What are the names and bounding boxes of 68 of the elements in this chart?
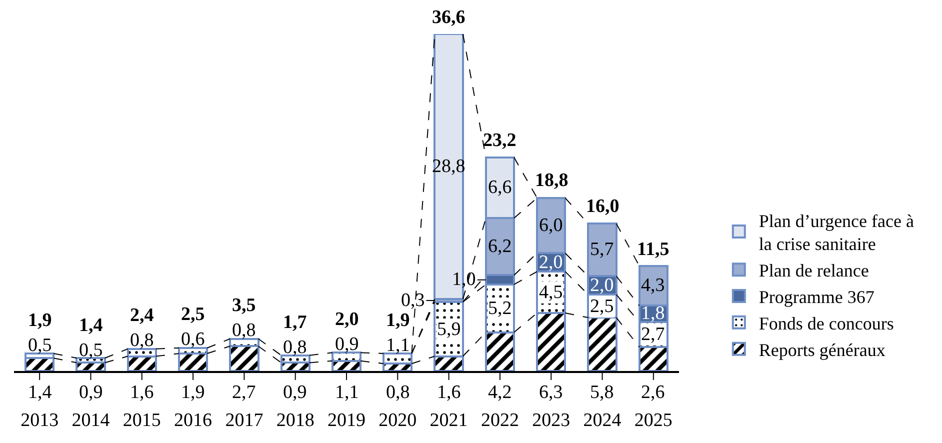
total-label: 23,2 <box>483 130 516 151</box>
x-tick-label: 2021 <box>430 410 468 431</box>
data-label: 0,9 <box>283 382 307 403</box>
data-label: 2,0 <box>539 252 563 273</box>
data-label: 2,5 <box>590 296 614 317</box>
legend-label: Programme 367 <box>758 287 874 308</box>
x-tick-label: 2025 <box>634 410 672 431</box>
x-tick-label: 2020 <box>378 410 417 431</box>
data-label: 1,8 <box>641 303 665 324</box>
x-tick-label: 2024 <box>583 410 622 431</box>
total-label: 16,0 <box>586 196 620 217</box>
x-tick-label: 2015 <box>122 410 161 431</box>
data-label: 0,9 <box>335 334 359 355</box>
data-label: 1,6 <box>130 382 154 403</box>
data-label: 0,6 <box>181 329 205 350</box>
total-label: 3,5 <box>232 295 256 316</box>
data-label: 2,7 <box>641 324 665 345</box>
data-label: 1,1 <box>386 335 410 356</box>
data-label: 4,3 <box>641 275 665 296</box>
data-label: 1,4 <box>28 382 52 403</box>
data-label: 1,0 <box>452 269 476 290</box>
x-tick-label: 2013 <box>20 410 59 431</box>
legend-label: Reports généraux <box>758 340 886 360</box>
total-label: 1,9 <box>28 310 52 331</box>
data-label: 1,9 <box>181 382 205 403</box>
total-label: 11,5 <box>637 239 670 260</box>
data-label: 0,8 <box>283 337 307 358</box>
x-tick-label: 2014 <box>72 410 110 431</box>
x-tick-label: 2023 <box>532 410 570 431</box>
data-label: 0,8 <box>386 382 410 403</box>
data-label: 5,7 <box>590 239 614 260</box>
data-label: 6,3 <box>539 382 563 403</box>
x-tick-label: 2022 <box>480 410 519 431</box>
legend-label: Fonds de concours <box>758 313 894 334</box>
x-tick-label: 2017 <box>225 410 264 431</box>
data-label: 5,8 <box>590 382 614 403</box>
total-label: 1,7 <box>283 312 308 333</box>
data-label: 4,2 <box>488 382 512 403</box>
data-label: 28,8 <box>432 156 466 177</box>
data-label: 0,8 <box>232 320 256 341</box>
legend-label: Plan de relance <box>758 260 869 281</box>
data-label: 0,5 <box>28 335 52 356</box>
data-label: 2,7 <box>232 382 256 403</box>
data-label: 6,6 <box>488 177 512 198</box>
data-label: 0,5 <box>79 340 103 361</box>
x-tick-label: 2018 <box>276 410 314 431</box>
data-label: 4,5 <box>539 282 563 303</box>
data-label: 5,2 <box>488 298 512 319</box>
data-label: 2,6 <box>641 382 665 403</box>
data-label: 6,0 <box>539 215 563 236</box>
data-label: 1,1 <box>335 382 359 403</box>
total-label: 2,0 <box>335 309 359 330</box>
data-label: 0,9 <box>79 382 103 403</box>
legend-label: Plan d’urgence face à la crise sanitaire <box>758 210 914 254</box>
total-label: 36,6 <box>432 7 466 28</box>
total-label: 18,8 <box>535 170 568 191</box>
total-label: 1,9 <box>386 310 410 331</box>
data-label: 0,3 <box>401 290 425 311</box>
x-tick-label: 2016 <box>174 410 212 431</box>
total-label: 1,4 <box>79 315 104 336</box>
total-label: 2,4 <box>130 305 154 326</box>
data-label: 1,6 <box>437 382 461 403</box>
x-tick-label: 2019 <box>328 410 366 431</box>
data-label: 6,2 <box>488 236 512 257</box>
data-label: 2,0 <box>590 275 614 296</box>
total-label: 2,5 <box>181 304 205 325</box>
data-label: 0,8 <box>130 330 154 351</box>
data-label: 5,9 <box>437 319 461 340</box>
